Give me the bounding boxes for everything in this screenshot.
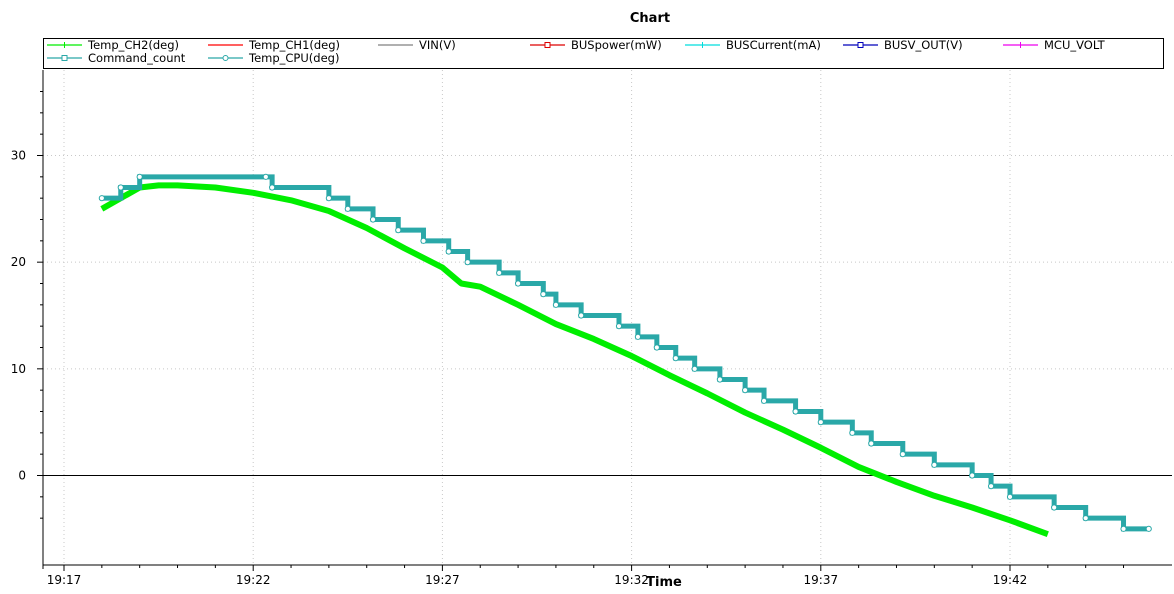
legend-symbol xyxy=(843,42,878,48)
legend-label: BUSV_OUT(V) xyxy=(884,38,963,52)
data-point-temp-cpu-deg xyxy=(136,173,143,180)
data-point-temp-cpu-deg xyxy=(1006,493,1014,500)
data-point-temp-cpu-deg xyxy=(792,408,799,415)
data-point-temp-cpu-deg xyxy=(514,280,522,287)
x-tick-label: 19:22 xyxy=(236,573,271,587)
data-point-temp-cpu-deg xyxy=(868,440,875,447)
data-point-temp-cpu-deg xyxy=(615,323,623,330)
legend-symbol xyxy=(47,55,82,61)
data-point-temp-cpu-deg xyxy=(653,344,660,351)
data-point-temp-cpu-deg xyxy=(899,451,906,458)
plot-area xyxy=(98,173,1152,537)
legend-symbol xyxy=(685,42,720,48)
square-marker xyxy=(544,42,551,48)
legend-label: Temp_CPU(deg) xyxy=(248,51,339,65)
data-point-temp-cpu-deg xyxy=(987,483,995,490)
data-point-temp-cpu-deg xyxy=(445,248,452,255)
data-point-temp-cpu-deg xyxy=(634,333,642,340)
data-point-temp-cpu-deg xyxy=(578,312,585,319)
x-axis-label: Time xyxy=(646,575,682,590)
data-point-temp-cpu-deg xyxy=(691,365,698,372)
data-point-temp-cpu-deg xyxy=(760,397,768,404)
x-tick-label: 19:32 xyxy=(614,573,649,587)
data-point-temp-cpu-deg xyxy=(420,237,427,244)
chart-title: Chart xyxy=(630,11,670,26)
legend-label: BUSpower(mW) xyxy=(571,38,662,52)
y-tick-label: 30 xyxy=(11,149,26,163)
data-point-temp-cpu-deg xyxy=(98,195,105,202)
legend-label: MCU_VOLT xyxy=(1044,38,1106,52)
data-point-temp-cpu-deg xyxy=(742,387,749,394)
legend-symbol xyxy=(530,42,565,48)
legend-symbol xyxy=(47,42,82,48)
circle-marker xyxy=(222,55,229,61)
legend-frame xyxy=(43,38,1164,69)
data-point-temp-cpu-deg xyxy=(1051,504,1058,511)
data-point-temp-cpu-deg xyxy=(1120,525,1127,532)
legend-label: Temp_CH2(deg) xyxy=(87,38,179,52)
x-tick-label: 19:37 xyxy=(804,573,839,587)
data-point-temp-cpu-deg xyxy=(672,355,679,362)
square-marker xyxy=(61,55,68,61)
data-point-temp-cpu-deg xyxy=(395,227,402,234)
y-tick-label: 20 xyxy=(11,255,26,269)
legend: Temp_CH2(deg) Temp_CH1(deg) VIN(V) BUSpower… xyxy=(43,38,1164,69)
data-point-temp-cpu-deg xyxy=(325,195,332,202)
legend-label: VIN(V) xyxy=(419,38,456,52)
y-tick-label: 10 xyxy=(11,362,26,376)
data-point-temp-cpu-deg xyxy=(369,216,377,223)
data-point-temp-cpu-deg xyxy=(464,259,471,266)
legend-label: Command_count xyxy=(88,51,186,65)
data-point-temp-cpu-deg xyxy=(931,461,938,468)
data-point-temp-cpu-deg xyxy=(1145,525,1152,532)
data-point-temp-cpu-deg xyxy=(849,429,856,436)
x-tick-label: 19:17 xyxy=(47,573,82,587)
data-point-temp-cpu-deg xyxy=(344,205,351,212)
legend-label: BUSCurrent(mA) xyxy=(726,38,821,52)
data-point-temp-cpu-deg xyxy=(262,173,269,180)
data-point-temp-cpu-deg xyxy=(540,291,547,298)
data-point-temp-cpu-deg xyxy=(817,419,824,426)
legend-symbol xyxy=(208,55,243,61)
data-point-temp-cpu-deg xyxy=(269,184,276,191)
x-tick-label: 19:27 xyxy=(425,573,460,587)
data-point-temp-cpu-deg xyxy=(969,472,976,479)
y-tick-label: 0 xyxy=(18,469,26,483)
data-point-temp-cpu-deg xyxy=(117,184,124,191)
x-tick-label: 19:42 xyxy=(993,573,1028,587)
legend-symbol xyxy=(1003,42,1038,48)
data-point-temp-cpu-deg xyxy=(1082,515,1089,522)
data-point-temp-cpu-deg xyxy=(496,269,503,276)
series-line-temp-cpu-deg xyxy=(101,174,1149,532)
series-line-temp-ch2-deg xyxy=(100,182,1049,537)
square-marker xyxy=(857,42,864,48)
data-point-temp-cpu-deg xyxy=(716,376,723,383)
axes: 0 10 20 30 19:17 19:22 19:27 19:32 19:37 19:42 xyxy=(11,70,1172,587)
legend-label: Temp_CH1(deg) xyxy=(248,38,340,52)
data-point-temp-cpu-deg xyxy=(552,301,560,308)
